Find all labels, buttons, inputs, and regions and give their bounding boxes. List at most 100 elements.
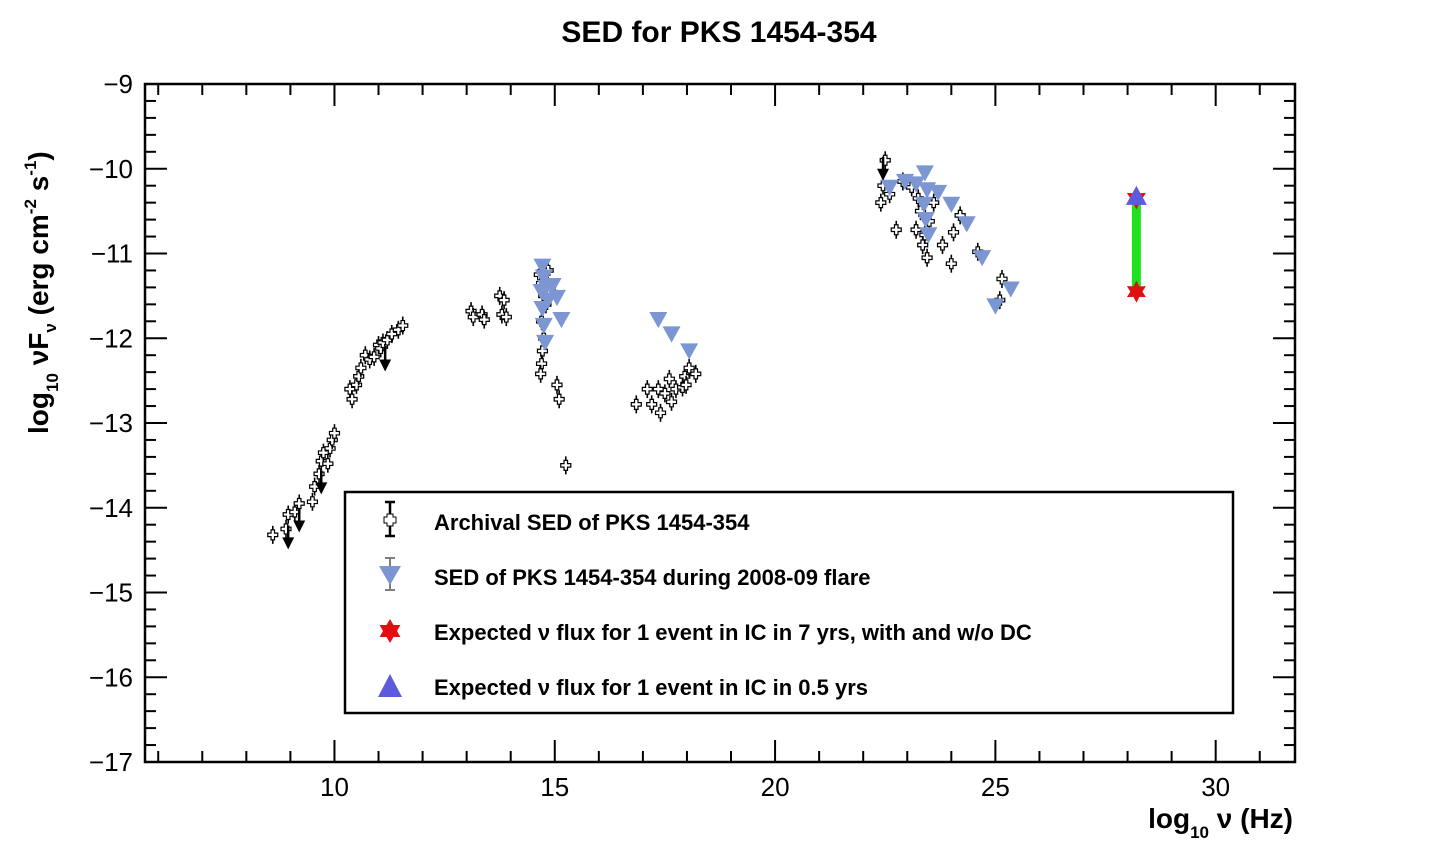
archival-point <box>917 239 929 251</box>
archival-point <box>890 224 902 236</box>
y-axis-label: log10 νFν (erg cm-2 s-1) <box>21 151 62 434</box>
flare-point <box>986 298 1005 315</box>
archival-point <box>535 358 548 370</box>
archival-point <box>293 497 305 510</box>
archival-point <box>659 387 671 399</box>
upper-limit-arrow-head <box>379 359 392 372</box>
archival-point <box>467 311 479 323</box>
y-tick-label: −9 <box>103 69 133 99</box>
archival-point <box>690 368 702 380</box>
archival-point <box>654 407 667 419</box>
archival-point <box>317 447 330 459</box>
archival-point <box>381 334 393 346</box>
neutrino-7yr-star <box>1126 280 1146 303</box>
archival-point <box>641 383 653 395</box>
y-tick-label: −10 <box>89 154 133 184</box>
archival-point <box>646 398 658 410</box>
archival-point <box>921 252 933 264</box>
archival-point <box>500 311 512 323</box>
flare-point <box>533 258 552 275</box>
archival-point <box>267 529 279 541</box>
archival-point <box>560 459 572 471</box>
flare-point <box>532 283 551 301</box>
legend-marker-star <box>379 619 401 643</box>
archival-point <box>535 368 547 380</box>
archival-point <box>368 351 380 363</box>
legend-label-05yrs: Expected ν flux for 1 event in IC in 0.5… <box>434 675 868 700</box>
legend-label-7yrs: Expected ν flux for 1 event in IC in 7 y… <box>434 620 1032 645</box>
x-tick-label: 25 <box>981 772 1010 802</box>
x-tick-label: 30 <box>1201 772 1230 802</box>
legend: Archival SED of PKS 1454-354 SED of PKS … <box>343 490 1235 715</box>
archival-point <box>879 154 891 166</box>
flare-point <box>547 289 566 307</box>
archival-point <box>945 258 957 270</box>
archival-point <box>936 239 949 251</box>
x-tick-label: 20 <box>761 772 790 802</box>
upper-limit-arrow-head <box>315 482 328 495</box>
archival-point <box>346 393 358 405</box>
chart-title: SED for PKS 1454-354 <box>561 16 876 49</box>
archival-point <box>553 393 565 405</box>
legend-marker-triangle <box>378 674 402 697</box>
x-axis-label: log10 ν (Hz) <box>1148 803 1293 842</box>
flare-point <box>916 211 935 229</box>
archival-point <box>551 379 563 391</box>
flare-point <box>536 334 555 352</box>
archival-point <box>630 398 642 410</box>
y-tick-label: −12 <box>89 323 133 353</box>
archival-point <box>322 458 334 470</box>
archival-point <box>386 328 398 340</box>
archival-point <box>680 379 692 391</box>
flare-point <box>942 196 961 213</box>
flare-point <box>552 311 571 329</box>
flare-point <box>533 300 552 318</box>
archival-point <box>280 523 292 535</box>
archival-point <box>313 468 325 480</box>
legend-label-archival: Archival SED of PKS 1454-354 <box>434 510 750 535</box>
archival-point <box>355 362 367 374</box>
flare-point <box>534 269 553 286</box>
upper-limit-arrow-head <box>293 520 306 533</box>
flare-point <box>929 184 948 202</box>
y-tick-label: −17 <box>89 747 133 777</box>
archival-point <box>665 396 678 408</box>
archival-point <box>309 480 321 493</box>
legend-marker-flare <box>379 557 401 591</box>
data-marks <box>267 151 1147 550</box>
flare-point <box>915 165 934 182</box>
archival-point <box>306 496 319 508</box>
flare-point <box>919 227 938 244</box>
archival-point <box>478 314 490 326</box>
archival-point <box>663 373 675 385</box>
flare-point <box>973 250 992 267</box>
flare-point <box>915 196 934 213</box>
legend-box <box>343 490 1235 715</box>
flare-point <box>543 278 562 295</box>
legend-marker-archival <box>383 500 397 538</box>
y-tick-label: −11 <box>91 239 133 269</box>
legend-label-flare: SED of PKS 1454-354 during 2008-09 flare <box>434 565 871 590</box>
x-tick-label: 10 <box>320 772 349 802</box>
flare-point <box>649 311 668 329</box>
axis-ticks <box>145 83 1295 763</box>
flare-point <box>907 176 926 193</box>
flare-point <box>662 326 681 343</box>
archival-point <box>328 427 341 439</box>
axis-tick-labels: 10 15 20 25 30 −9 −10 −11 −12 −13 −14 −15 −16 −17 <box>89 69 1230 802</box>
flare-point <box>957 216 976 233</box>
flare-point <box>680 343 699 360</box>
flare-point <box>534 317 553 335</box>
archival-point <box>498 294 510 306</box>
flare-point <box>1001 281 1020 298</box>
archival-point <box>875 197 887 209</box>
y-tick-label: −13 <box>89 408 133 438</box>
archival-point <box>496 308 508 321</box>
archival-point <box>397 319 409 332</box>
archival-point <box>947 226 960 238</box>
archival-point <box>289 506 301 518</box>
neutrino-05yr-triangle <box>1125 185 1147 205</box>
archival-point <box>392 324 404 336</box>
upper-limit-arrow-head <box>877 168 890 181</box>
